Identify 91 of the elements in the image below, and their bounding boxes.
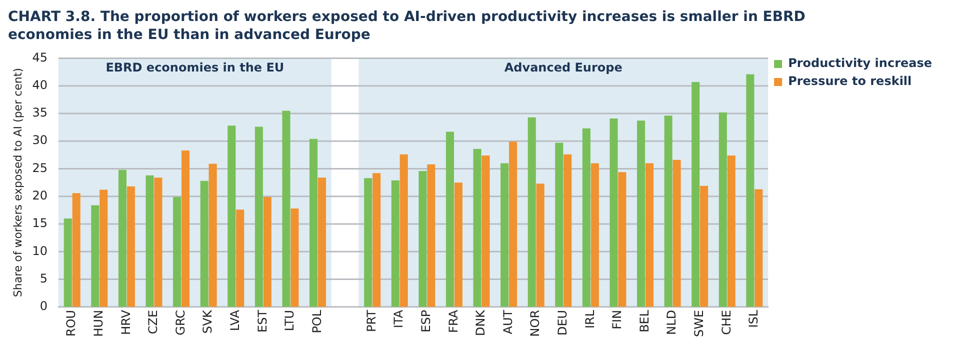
- y-tick-label: 0: [40, 299, 48, 314]
- chart-title: CHART 3.8. The proportion of workers exposed to AI-driven productivity increases is smaller in EBRD economies in the EU than in advanced Europe: [8, 8, 806, 45]
- x-tick-label: AUT: [500, 309, 515, 334]
- y-tick-label: 40: [32, 78, 48, 92]
- x-tick-label: ROU: [64, 310, 78, 337]
- band-label: EBRD economies in the EU: [106, 60, 284, 74]
- x-tick-label: BEL: [637, 310, 652, 332]
- bar: [310, 138, 318, 307]
- band-label: Advanced Europe: [504, 60, 622, 74]
- bar: [254, 126, 263, 307]
- x-tick-label: DEU: [556, 310, 570, 336]
- legend-label: Pressure to reskill: [788, 74, 912, 88]
- bar: [282, 110, 290, 307]
- y-tick-label: 15: [32, 216, 48, 230]
- x-tick-label: DNK: [474, 308, 488, 336]
- bar: [72, 193, 80, 307]
- bar: [118, 170, 126, 307]
- bar: [618, 172, 626, 307]
- bar: [64, 218, 72, 307]
- x-tick-label: HRV: [118, 309, 133, 335]
- x-tick-label: PRT: [364, 309, 378, 332]
- x-tick-label: SWE: [692, 310, 706, 338]
- x-tick-label: CHE: [719, 310, 734, 335]
- x-tick-label: LTU: [282, 310, 297, 332]
- bar: [582, 128, 590, 307]
- bar: [318, 178, 326, 307]
- x-tick-label: ISL: [746, 310, 761, 328]
- bar: [200, 180, 208, 307]
- bar: [290, 208, 299, 307]
- bar: [473, 148, 482, 307]
- bar: [590, 163, 599, 307]
- x-tick-label: NOR: [528, 310, 542, 337]
- bar: [100, 190, 108, 307]
- bar: [536, 184, 544, 307]
- bar: [91, 205, 100, 307]
- x-tick-label: GRC: [173, 310, 188, 336]
- bar: [236, 210, 244, 307]
- bar: [610, 118, 618, 307]
- x-tick-label: HUN: [92, 310, 106, 337]
- bar: [228, 126, 236, 307]
- y-tick-label: 35: [32, 106, 48, 120]
- bar: [263, 196, 272, 307]
- x-tick-label: FRA: [446, 309, 460, 333]
- x-tick-label: ITA: [392, 309, 406, 328]
- bar: [564, 154, 572, 307]
- bar: [692, 82, 700, 307]
- x-tick-label: CZE: [146, 310, 160, 334]
- y-tick-label: 30: [32, 133, 48, 148]
- x-tick-label: IRL: [582, 310, 597, 328]
- x-tick-label: NLD: [664, 310, 679, 335]
- bar: [391, 180, 400, 307]
- bar: [700, 186, 708, 307]
- y-tick-label: 25: [32, 160, 48, 175]
- x-tick-label: LVA: [228, 309, 242, 331]
- y-axis-title: Share of workers exposed to AI (per cent): [11, 68, 24, 298]
- bar: [645, 163, 654, 307]
- x-tick-label: SVK: [200, 308, 215, 334]
- y-tick-label: 20: [32, 188, 48, 203]
- bar: [446, 132, 454, 307]
- bar: [718, 112, 727, 307]
- x-tick-label: FIN: [610, 310, 624, 330]
- bar: [509, 142, 518, 307]
- bar: [637, 120, 646, 307]
- legend-label: Productivity increase: [788, 56, 932, 70]
- bar: [364, 178, 372, 307]
- x-tick-label: POL: [310, 310, 324, 334]
- y-tick-label: 10: [32, 244, 48, 258]
- y-tick-label: 5: [40, 271, 48, 286]
- bar: [528, 117, 536, 307]
- bar: [418, 170, 427, 307]
- bar: [427, 164, 436, 307]
- bar: [154, 178, 162, 307]
- bar: [146, 175, 154, 307]
- x-tick-label: EST: [255, 309, 270, 332]
- bar: [208, 164, 217, 307]
- bar: [672, 160, 681, 307]
- bar: [400, 154, 408, 307]
- bar: [500, 163, 509, 307]
- x-tick-label: ESP: [419, 310, 434, 332]
- bar: [664, 116, 672, 307]
- bar: [173, 196, 182, 307]
- bar: [482, 155, 490, 307]
- bar: [754, 189, 763, 307]
- y-tick-label: 45: [32, 50, 48, 64]
- bar: [181, 150, 190, 307]
- bar: [555, 142, 564, 307]
- bar: [727, 155, 736, 307]
- bar: [454, 182, 462, 307]
- bar: [372, 173, 381, 307]
- bar: [746, 74, 754, 307]
- bar: [126, 186, 135, 307]
